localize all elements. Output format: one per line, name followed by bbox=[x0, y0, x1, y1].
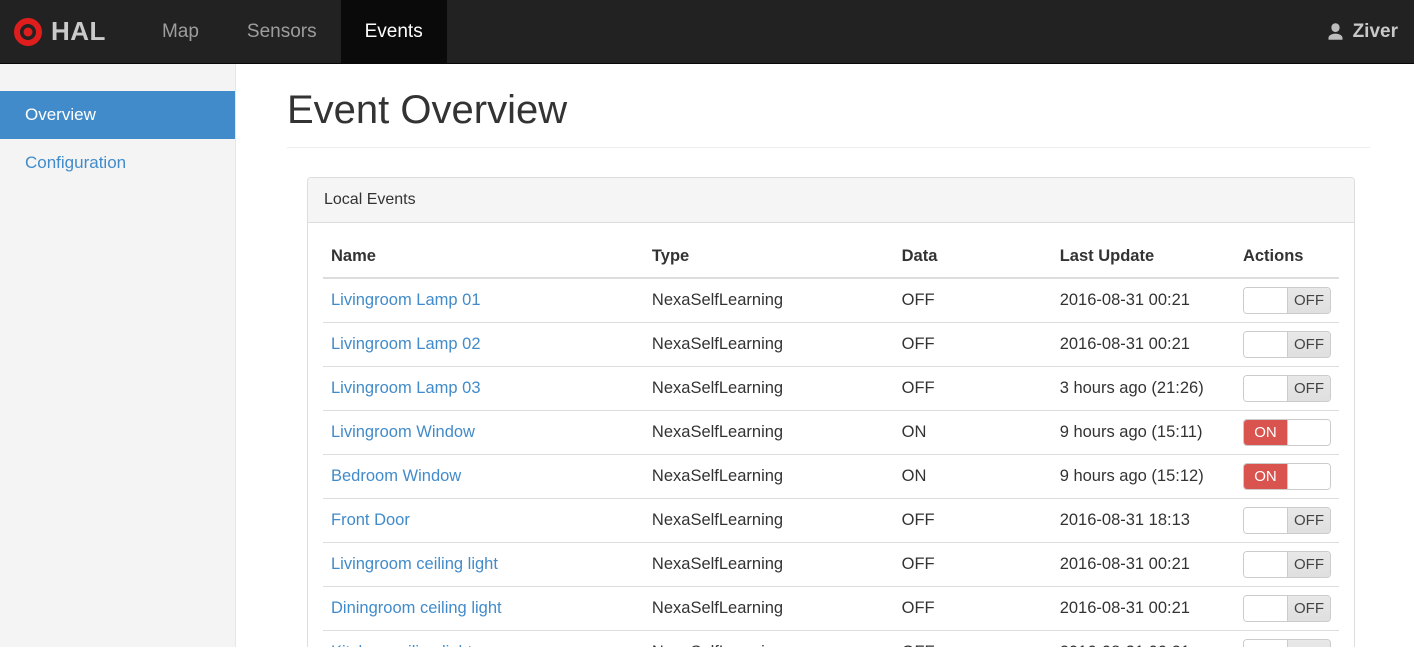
event-name-link[interactable]: Livingroom Window bbox=[331, 423, 475, 441]
table-row: Diningroom ceiling light NexaSelfLearnin… bbox=[323, 586, 1339, 631]
panel-body: Name Type Data Last Update Actions Livin… bbox=[308, 223, 1354, 647]
events-table-body: Livingroom Lamp 01 NexaSelfLearning OFF … bbox=[323, 278, 1339, 647]
column-header-type: Type bbox=[643, 238, 894, 279]
toggle-on-label: ON bbox=[1244, 464, 1287, 489]
event-name-link[interactable]: Diningroom ceiling light bbox=[331, 599, 502, 617]
event-data-value: OFF bbox=[893, 322, 1052, 367]
event-type: NexaSelfLearning bbox=[643, 542, 894, 587]
nav-tab-events[interactable]: Events bbox=[340, 0, 447, 63]
table-row: Front Door NexaSelfLearning OFF 2016-08-… bbox=[323, 498, 1339, 543]
event-type: NexaSelfLearning bbox=[643, 586, 894, 631]
event-name-link[interactable]: Front Door bbox=[331, 511, 410, 529]
event-data-value: OFF bbox=[893, 498, 1052, 543]
events-table: Name Type Data Last Update Actions Livin… bbox=[323, 238, 1339, 647]
column-header-data: Data bbox=[893, 238, 1052, 279]
toggle-switch[interactable]: ON OFF bbox=[1243, 287, 1331, 314]
toggle-on-label: ON bbox=[1244, 420, 1287, 445]
event-last-update: 9 hours ago (15:11) bbox=[1051, 410, 1235, 455]
table-row: Livingroom Window NexaSelfLearning ON 9 … bbox=[323, 410, 1339, 455]
table-row: Bedroom Window NexaSelfLearning ON 9 hou… bbox=[323, 454, 1339, 499]
event-name-link[interactable]: Bedroom Window bbox=[331, 467, 462, 485]
toggle-switch[interactable]: ON OFF bbox=[1243, 463, 1331, 490]
event-data-value: OFF bbox=[893, 366, 1052, 411]
toggle-off-label: OFF bbox=[1287, 332, 1330, 357]
toggle-handle bbox=[1244, 552, 1287, 577]
event-type: NexaSelfLearning bbox=[643, 322, 894, 367]
event-type: NexaSelfLearning bbox=[643, 454, 894, 499]
event-last-update: 2016-08-31 00:21 bbox=[1059, 291, 1190, 309]
event-type: NexaSelfLearning bbox=[643, 366, 894, 411]
table-row: Livingroom Lamp 03 NexaSelfLearning OFF … bbox=[323, 366, 1339, 411]
event-type: NexaSelfLearning bbox=[643, 410, 894, 455]
toggle-handle bbox=[1244, 376, 1287, 401]
toggle-switch[interactable]: ON OFF bbox=[1243, 419, 1331, 446]
event-data-value: OFF bbox=[893, 586, 1052, 631]
event-type: NexaSelfLearning bbox=[643, 498, 894, 543]
user-name: Ziver bbox=[1352, 20, 1398, 42]
sidebar-item-overview[interactable]: Overview bbox=[0, 91, 235, 139]
event-name-link[interactable]: Livingroom Lamp 03 bbox=[331, 379, 481, 397]
brand[interactable]: HAL bbox=[0, 0, 122, 63]
event-data-value: ON bbox=[893, 454, 1052, 499]
toggle-switch[interactable]: ON OFF bbox=[1243, 639, 1331, 647]
toggle-switch[interactable]: ON OFF bbox=[1243, 551, 1331, 578]
event-name-link[interactable]: Livingroom Lamp 02 bbox=[331, 335, 481, 353]
toggle-off-label: OFF bbox=[1287, 376, 1330, 401]
toggle-off-label: OFF bbox=[1287, 288, 1330, 313]
toggle-off-label: OFF bbox=[1287, 640, 1330, 647]
target-icon bbox=[14, 17, 42, 46]
table-row: Livingroom Lamp 02 NexaSelfLearning OFF … bbox=[323, 322, 1339, 367]
toggle-switch[interactable]: ON OFF bbox=[1243, 595, 1331, 622]
event-last-update: 3 hours ago (21:26) bbox=[1051, 366, 1235, 411]
event-type: NexaSelfLearning bbox=[651, 291, 784, 309]
event-data-value: OFF bbox=[893, 542, 1052, 587]
user-menu[interactable]: Ziver bbox=[1325, 0, 1414, 63]
event-data-value: OFF bbox=[901, 291, 935, 309]
event-last-update: 2016-08-31 00:21 bbox=[1051, 630, 1235, 647]
local-events-panel: Local Events Name Type Data Last Update … bbox=[307, 177, 1355, 647]
toggle-switch[interactable]: ON OFF bbox=[1243, 331, 1331, 358]
toggle-handle bbox=[1244, 508, 1287, 533]
column-header-actions: Actions bbox=[1234, 238, 1339, 279]
event-last-update: 9 hours ago (15:12) bbox=[1051, 454, 1235, 499]
sidebar: Overview Configuration bbox=[0, 64, 236, 647]
main-content: Event Overview Local Events Name Type Da… bbox=[236, 64, 1414, 647]
toggle-switch[interactable]: ON OFF bbox=[1243, 507, 1331, 534]
event-name-link[interactable]: Kitchen ceiling light bbox=[331, 643, 472, 647]
toggle-handle bbox=[1244, 332, 1287, 357]
event-last-update: 2016-08-31 00:21 bbox=[1051, 322, 1235, 367]
toggle-handle bbox=[1287, 464, 1330, 489]
event-data-value: OFF bbox=[893, 630, 1052, 647]
toggle-handle bbox=[1244, 288, 1287, 313]
navbar-tabs: Map Sensors Events bbox=[138, 0, 447, 63]
panel-title: Local Events bbox=[308, 178, 1354, 223]
user-icon bbox=[1328, 23, 1343, 40]
page-title: Event Overview bbox=[287, 88, 1370, 148]
event-name-link[interactable]: Livingroom Lamp 01 bbox=[331, 291, 481, 309]
table-row: Livingroom Lamp 01 NexaSelfLearning OFF … bbox=[323, 278, 1339, 323]
sidebar-item-configuration[interactable]: Configuration bbox=[25, 153, 127, 172]
event-last-update: 2016-08-31 00:21 bbox=[1051, 586, 1235, 631]
toggle-handle bbox=[1287, 420, 1330, 445]
toggle-handle bbox=[1244, 640, 1287, 647]
event-data-value: ON bbox=[893, 410, 1052, 455]
nav-tab-sensors[interactable]: Sensors bbox=[246, 20, 317, 42]
event-last-update: 2016-08-31 00:21 bbox=[1051, 542, 1235, 587]
nav-tab-map[interactable]: Map bbox=[161, 20, 199, 42]
toggle-off-label: OFF bbox=[1287, 552, 1330, 577]
event-name-link[interactable]: Livingroom ceiling light bbox=[331, 555, 498, 573]
event-type: NexaSelfLearning bbox=[643, 630, 894, 647]
toggle-handle bbox=[1244, 596, 1287, 621]
brand-label: HAL bbox=[51, 16, 106, 46]
toggle-off-label: OFF bbox=[1287, 508, 1330, 533]
top-navbar: HAL Map Sensors Events Ziver bbox=[0, 0, 1414, 64]
column-header-name: Name bbox=[323, 238, 644, 279]
column-header-last-update: Last Update bbox=[1051, 238, 1235, 279]
table-row: Livingroom ceiling light NexaSelfLearnin… bbox=[323, 542, 1339, 587]
table-row: Kitchen ceiling light NexaSelfLearning O… bbox=[323, 630, 1339, 647]
toggle-off-label: OFF bbox=[1287, 596, 1330, 621]
table-header-row: Name Type Data Last Update Actions bbox=[323, 238, 1339, 279]
event-last-update: 2016-08-31 18:13 bbox=[1051, 498, 1235, 543]
toggle-switch[interactable]: ON OFF bbox=[1243, 375, 1331, 402]
